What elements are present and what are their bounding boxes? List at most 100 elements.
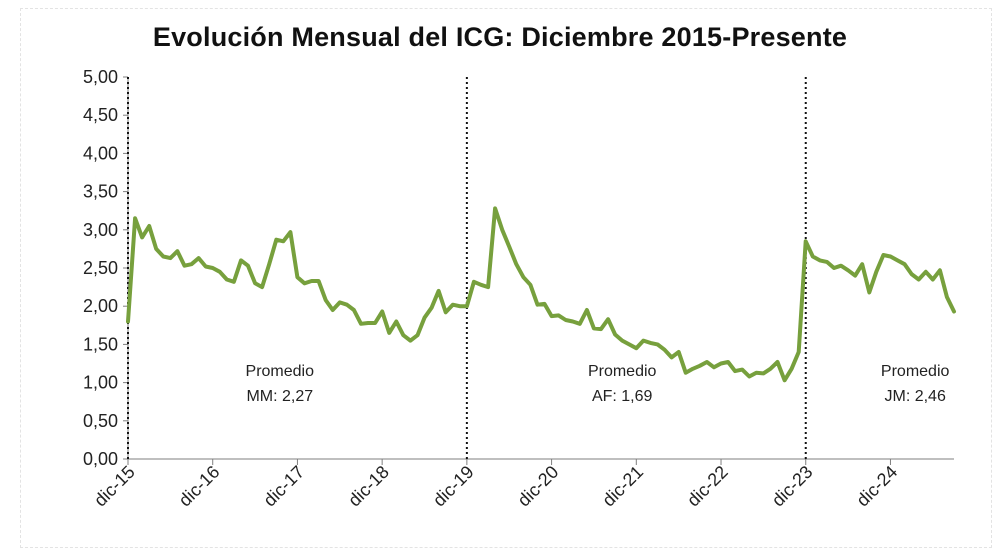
data-point bbox=[218, 270, 221, 273]
data-point bbox=[183, 264, 186, 267]
data-point bbox=[825, 260, 828, 263]
annotation-value: MM: 2,27 bbox=[246, 388, 313, 405]
data-point bbox=[134, 217, 137, 220]
data-point bbox=[197, 257, 200, 260]
data-point bbox=[797, 351, 800, 354]
x-tick-label: dic-23 bbox=[768, 462, 817, 511]
data-point bbox=[247, 264, 250, 267]
y-tick-label: 2,50 bbox=[83, 258, 118, 278]
data-point bbox=[776, 361, 779, 364]
data-point bbox=[388, 331, 391, 334]
data-point bbox=[240, 259, 243, 262]
x-tick-label: dic-17 bbox=[259, 462, 308, 511]
data-point bbox=[663, 348, 666, 351]
data-point bbox=[677, 351, 680, 354]
data-point bbox=[585, 309, 588, 312]
data-point bbox=[225, 278, 228, 281]
data-point bbox=[875, 270, 878, 273]
data-point bbox=[515, 263, 518, 266]
data-point bbox=[317, 280, 320, 283]
data-point bbox=[847, 269, 850, 272]
data-point bbox=[557, 314, 560, 317]
data-point bbox=[211, 267, 214, 270]
data-point bbox=[741, 368, 744, 371]
data-point bbox=[275, 238, 278, 241]
chart-title: Evolución Mensual del ICG: Diciembre 201… bbox=[152, 22, 848, 52]
data-point bbox=[141, 236, 144, 239]
data-point bbox=[282, 240, 285, 243]
y-tick-label: 1,00 bbox=[83, 373, 118, 393]
annotation-value: AF: 1,69 bbox=[592, 388, 653, 405]
data-point bbox=[494, 207, 497, 210]
y-tick-label: 2,00 bbox=[83, 296, 118, 316]
data-point bbox=[903, 263, 906, 266]
data-point bbox=[289, 231, 292, 234]
data-point bbox=[684, 371, 687, 374]
data-point bbox=[783, 379, 786, 382]
data-point bbox=[945, 296, 948, 299]
data-point bbox=[522, 276, 525, 279]
data-point bbox=[529, 283, 532, 286]
data-point bbox=[713, 366, 716, 369]
data-point bbox=[861, 263, 864, 266]
data-point bbox=[402, 334, 405, 337]
data-point bbox=[705, 361, 708, 364]
data-point bbox=[296, 276, 299, 279]
data-point bbox=[176, 250, 179, 253]
data-point bbox=[423, 316, 426, 319]
y-tick-label: 3,00 bbox=[83, 220, 118, 240]
data-point bbox=[261, 286, 264, 289]
data-point bbox=[162, 255, 165, 258]
data-point bbox=[804, 240, 807, 243]
data-point bbox=[854, 274, 857, 277]
data-point bbox=[303, 282, 306, 285]
data-point bbox=[480, 283, 483, 286]
data-point bbox=[374, 322, 377, 325]
data-point bbox=[409, 339, 412, 342]
data-point bbox=[564, 319, 567, 322]
annotation-label: Promedio bbox=[246, 363, 315, 380]
data-point bbox=[953, 310, 956, 313]
data-point bbox=[437, 289, 440, 292]
data-point bbox=[762, 372, 765, 375]
data-point bbox=[649, 341, 652, 344]
data-point bbox=[607, 318, 610, 321]
data-point bbox=[169, 257, 172, 260]
chart-frame bbox=[20, 8, 992, 548]
y-tick-label: 5,00 bbox=[83, 67, 118, 87]
x-tick-label: dic-18 bbox=[344, 462, 393, 511]
annotation-label: Promedio bbox=[881, 363, 950, 380]
data-point bbox=[642, 339, 645, 342]
data-point bbox=[204, 265, 207, 268]
data-point bbox=[148, 225, 151, 228]
data-point bbox=[910, 273, 913, 276]
y-tick-label: 4,50 bbox=[83, 105, 118, 125]
data-point bbox=[444, 311, 447, 314]
data-point bbox=[670, 356, 673, 359]
data-point bbox=[635, 347, 638, 350]
annotation-value: JM: 2,46 bbox=[884, 388, 945, 405]
data-point bbox=[656, 343, 659, 346]
data-point bbox=[931, 278, 934, 281]
data-point bbox=[748, 375, 751, 378]
data-point bbox=[811, 255, 814, 258]
data-point bbox=[882, 254, 885, 257]
data-point bbox=[727, 361, 730, 364]
data-point bbox=[536, 303, 539, 306]
data-point bbox=[691, 367, 694, 370]
data-point bbox=[833, 267, 836, 270]
data-point bbox=[508, 245, 511, 248]
x-tick-label: dic-20 bbox=[514, 462, 563, 511]
data-point bbox=[790, 367, 793, 370]
x-tick-label: dic-24 bbox=[852, 462, 901, 511]
data-point bbox=[734, 370, 737, 373]
data-point bbox=[769, 367, 772, 370]
data-point bbox=[345, 303, 348, 306]
x-tick-label: dic-16 bbox=[175, 462, 224, 511]
data-point bbox=[268, 263, 271, 266]
y-tick-label: 0,50 bbox=[83, 411, 118, 431]
data-point bbox=[818, 259, 821, 262]
data-point bbox=[190, 263, 193, 266]
y-tick-label: 3,50 bbox=[83, 182, 118, 202]
